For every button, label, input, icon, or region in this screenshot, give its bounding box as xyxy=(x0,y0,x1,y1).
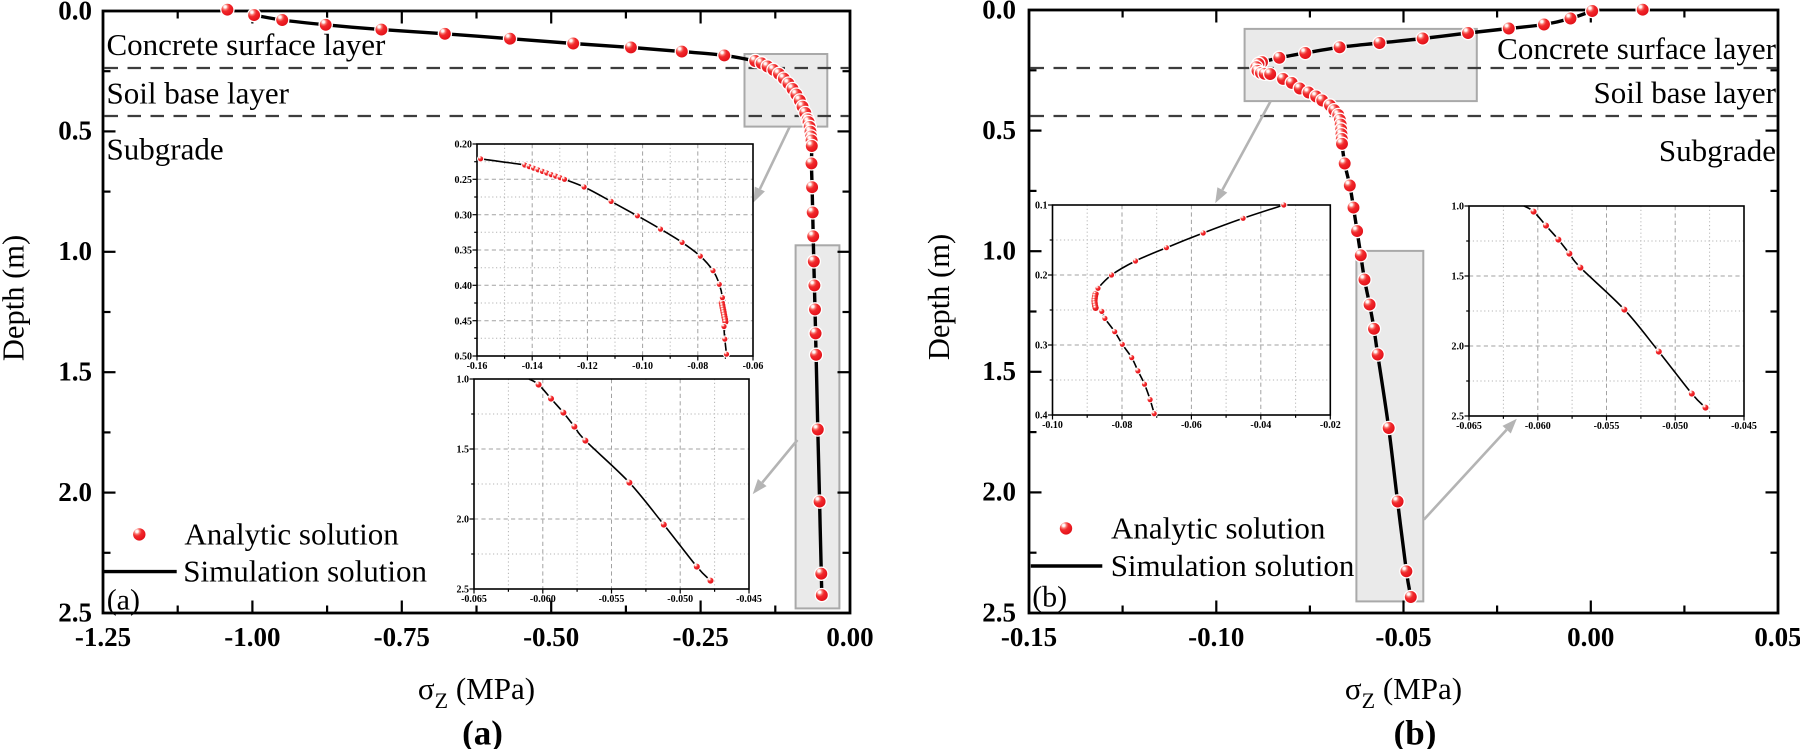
svg-text:Analytic solution: Analytic solution xyxy=(184,516,399,551)
svg-text:Subgrade: Subgrade xyxy=(1659,133,1776,168)
svg-text:-0.060: -0.060 xyxy=(1525,421,1551,432)
svg-text:1.0: 1.0 xyxy=(1452,202,1465,213)
svg-text:0.1: 0.1 xyxy=(1035,201,1048,212)
svg-text:-0.08: -0.08 xyxy=(687,361,708,372)
svg-text:0.30: 0.30 xyxy=(455,210,473,221)
svg-text:1.5: 1.5 xyxy=(58,357,92,387)
svg-text:2.5: 2.5 xyxy=(1452,412,1465,423)
svg-text:0.0: 0.0 xyxy=(982,0,1016,24)
svg-text:0.5: 0.5 xyxy=(982,115,1016,145)
svg-text:1.5: 1.5 xyxy=(457,445,470,456)
svg-text:-1.00: -1.00 xyxy=(224,622,280,652)
svg-text:-0.10: -0.10 xyxy=(632,361,653,372)
svg-text:-0.06: -0.06 xyxy=(743,361,764,372)
svg-text:Subgrade: Subgrade xyxy=(107,132,224,167)
svg-text:-0.060: -0.060 xyxy=(530,594,556,605)
svg-text:-0.15: -0.15 xyxy=(1001,622,1057,652)
svg-text:0.00: 0.00 xyxy=(826,622,873,652)
svg-text:(b): (b) xyxy=(1032,581,1067,614)
svg-text:2.0: 2.0 xyxy=(58,477,92,507)
svg-text:2.0: 2.0 xyxy=(457,515,470,526)
svg-text:-0.04: -0.04 xyxy=(1250,420,1271,431)
svg-text:σZ (MPa): σZ (MPa) xyxy=(418,671,535,713)
svg-text:0.00: 0.00 xyxy=(1567,622,1614,652)
svg-text:Simulation solution: Simulation solution xyxy=(183,554,427,589)
svg-text:0.40: 0.40 xyxy=(455,281,473,292)
svg-text:0.5: 0.5 xyxy=(58,116,92,146)
svg-text:Concrete surface layer: Concrete surface layer xyxy=(107,27,387,62)
svg-text:0.0: 0.0 xyxy=(58,0,92,25)
svg-text:2.0: 2.0 xyxy=(982,477,1016,507)
svg-text:-0.065: -0.065 xyxy=(461,594,487,605)
svg-text:-0.10: -0.10 xyxy=(1042,420,1063,431)
svg-text:-0.055: -0.055 xyxy=(599,594,625,605)
svg-text:2.0: 2.0 xyxy=(1452,342,1465,353)
svg-text:0.05: 0.05 xyxy=(1754,622,1800,652)
svg-text:Concrete surface layer: Concrete surface layer xyxy=(1497,31,1777,66)
svg-text:-0.10: -0.10 xyxy=(1188,622,1244,652)
svg-text:2.5: 2.5 xyxy=(982,597,1016,627)
svg-text:-0.045: -0.045 xyxy=(736,594,762,605)
svg-text:2.5: 2.5 xyxy=(58,597,92,627)
svg-text:1.5: 1.5 xyxy=(1452,272,1465,283)
svg-text:-0.050: -0.050 xyxy=(1662,421,1688,432)
svg-text:-0.02: -0.02 xyxy=(1320,420,1341,431)
svg-text:Soil base layer: Soil base layer xyxy=(107,76,290,111)
svg-text:-0.06: -0.06 xyxy=(1181,420,1202,431)
svg-text:0.35: 0.35 xyxy=(455,246,473,257)
svg-text:(a): (a) xyxy=(462,714,503,750)
svg-text:(a): (a) xyxy=(107,584,140,617)
svg-text:-0.065: -0.065 xyxy=(1456,421,1482,432)
svg-text:-0.08: -0.08 xyxy=(1112,420,1133,431)
svg-text:(b): (b) xyxy=(1394,714,1437,750)
svg-text:-0.05: -0.05 xyxy=(1375,622,1431,652)
svg-text:1.0: 1.0 xyxy=(58,236,92,266)
svg-text:-0.12: -0.12 xyxy=(577,361,598,372)
svg-text:-0.25: -0.25 xyxy=(672,622,728,652)
svg-text:Depth (m): Depth (m) xyxy=(922,234,956,360)
svg-text:Soil base layer: Soil base layer xyxy=(1593,75,1776,110)
svg-text:1.0: 1.0 xyxy=(982,236,1016,266)
svg-text:-0.050: -0.050 xyxy=(667,594,693,605)
svg-text:1.0: 1.0 xyxy=(457,375,470,386)
svg-text:Simulation solution: Simulation solution xyxy=(1111,548,1355,583)
svg-text:0.20: 0.20 xyxy=(455,140,473,151)
svg-text:2.5: 2.5 xyxy=(457,585,470,596)
svg-text:Analytic solution: Analytic solution xyxy=(1111,510,1326,545)
svg-text:σZ (MPa): σZ (MPa) xyxy=(1345,671,1462,713)
svg-text:0.50: 0.50 xyxy=(455,352,473,363)
svg-text:-0.16: -0.16 xyxy=(467,361,488,372)
svg-text:-1.25: -1.25 xyxy=(75,622,131,652)
svg-text:Depth (m): Depth (m) xyxy=(0,235,31,361)
svg-text:-0.75: -0.75 xyxy=(374,622,430,652)
svg-text:0.25: 0.25 xyxy=(455,175,473,186)
svg-text:0.4: 0.4 xyxy=(1035,411,1048,422)
svg-text:1.5: 1.5 xyxy=(982,356,1016,386)
svg-text:0.45: 0.45 xyxy=(455,316,473,327)
svg-text:-0.055: -0.055 xyxy=(1594,421,1620,432)
svg-text:0.2: 0.2 xyxy=(1035,271,1048,282)
svg-text:-0.14: -0.14 xyxy=(522,361,543,372)
svg-text:-0.50: -0.50 xyxy=(523,622,579,652)
svg-text:0.3: 0.3 xyxy=(1035,341,1048,352)
svg-text:-0.045: -0.045 xyxy=(1731,421,1757,432)
